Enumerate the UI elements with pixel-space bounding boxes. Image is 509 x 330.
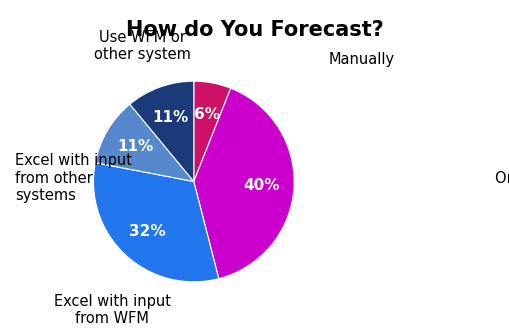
Text: 11%: 11% <box>152 110 188 125</box>
Text: How do You Forecast?: How do You Forecast? <box>126 20 383 40</box>
Text: 40%: 40% <box>243 178 279 193</box>
Wedge shape <box>93 163 218 282</box>
Text: 32%: 32% <box>129 224 165 239</box>
Wedge shape <box>130 81 193 182</box>
Text: Excel with input
from other
systems: Excel with input from other systems <box>15 153 132 203</box>
Wedge shape <box>193 88 294 279</box>
Text: Manually: Manually <box>328 52 394 67</box>
Text: 11%: 11% <box>117 139 153 154</box>
Wedge shape <box>95 104 193 182</box>
Wedge shape <box>193 81 230 182</box>
Text: Only Excel: Only Excel <box>494 171 509 186</box>
Text: 6%: 6% <box>193 107 219 122</box>
Text: Excel with input
from WFM: Excel with input from WFM <box>53 294 171 326</box>
Text: Use WFM or
other system: Use WFM or other system <box>94 30 191 62</box>
